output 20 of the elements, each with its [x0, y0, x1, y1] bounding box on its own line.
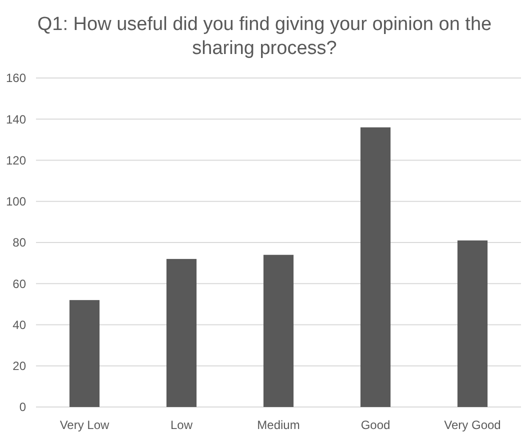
- x-tick-label: Very Good: [444, 418, 501, 432]
- chart-title: Q1: How useful did you find giving your opinion on the sharing process?: [37, 14, 492, 59]
- y-tick-label: 160: [6, 71, 26, 86]
- x-tick-label: Low: [170, 418, 193, 432]
- y-tick-label: 80: [12, 236, 26, 250]
- x-tick-label: Very Low: [60, 418, 110, 432]
- bar: [69, 300, 100, 407]
- y-tick-label: 120: [6, 153, 26, 168]
- bar: [360, 127, 391, 407]
- bar: [166, 258, 197, 407]
- x-tick-label: Good: [360, 418, 390, 432]
- bar: [457, 240, 488, 407]
- y-tick-label: 100: [6, 194, 26, 209]
- x-tick-label: Medium: [257, 418, 300, 432]
- y-tick-label: 60: [12, 276, 26, 291]
- bar: [263, 254, 294, 407]
- y-tick-label: 40: [12, 318, 26, 332]
- y-tick-label: 0: [19, 400, 26, 414]
- y-tick-label: 20: [12, 359, 26, 374]
- y-tick-label: 140: [6, 112, 26, 126]
